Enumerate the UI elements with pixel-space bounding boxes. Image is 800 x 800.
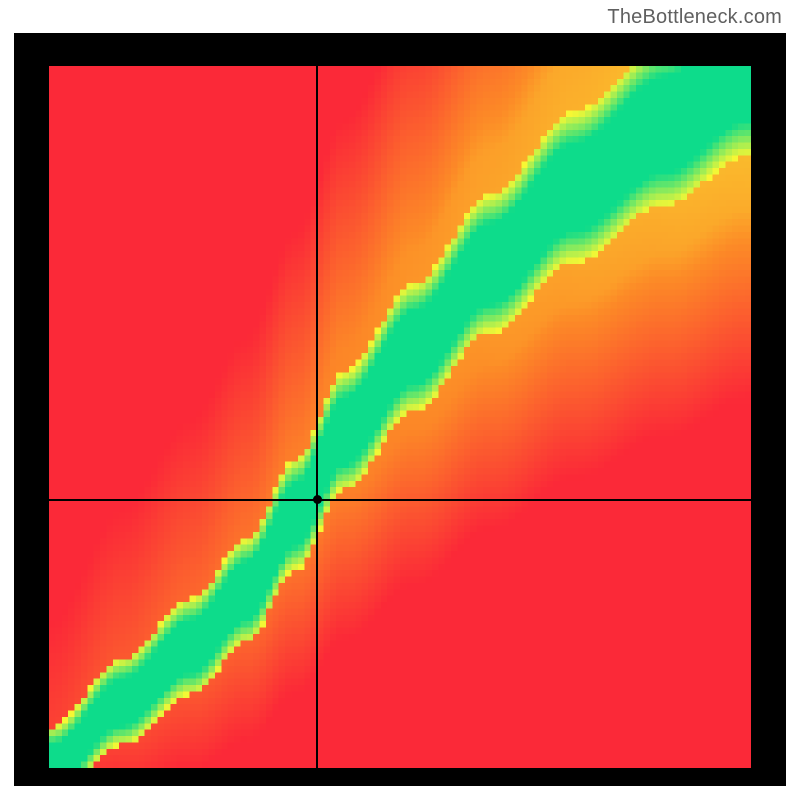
heatmap-canvas bbox=[49, 66, 751, 768]
watermark-text: TheBottleneck.com bbox=[607, 6, 782, 29]
crosshair-vertical bbox=[316, 66, 318, 768]
crosshair-point bbox=[313, 495, 322, 504]
crosshair-horizontal bbox=[49, 499, 751, 501]
